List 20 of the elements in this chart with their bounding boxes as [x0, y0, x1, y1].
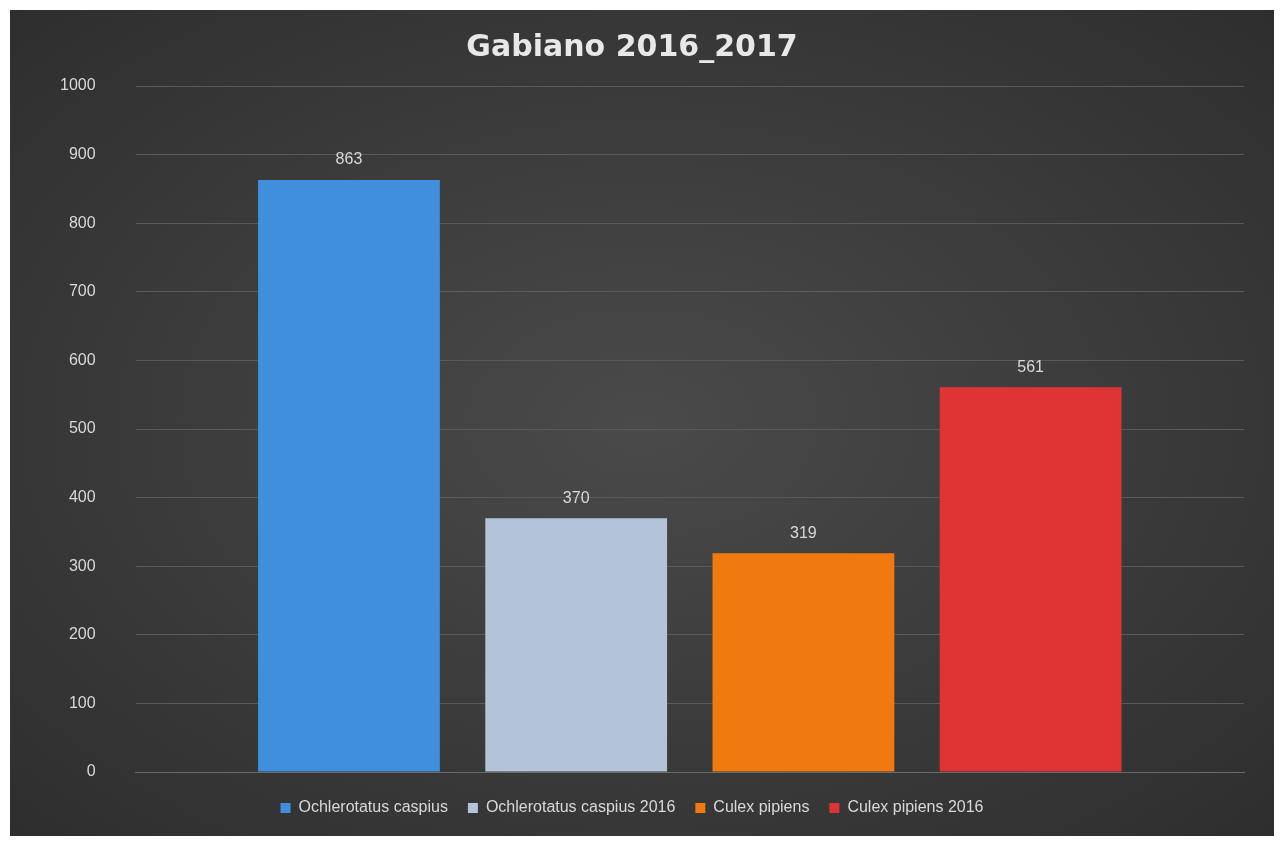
- y-tick-label: 200: [68, 625, 96, 643]
- y-tick-label: 600: [68, 350, 96, 368]
- data-label: 319: [790, 523, 817, 541]
- legend-label: Culex pipiens 2016: [847, 798, 984, 816]
- y-tick-label: 1000: [60, 76, 96, 94]
- y-tick-label: 900: [68, 145, 96, 163]
- data-label: 863: [335, 150, 363, 168]
- y-tick-label: 0: [86, 762, 96, 780]
- y-tick-label: 300: [68, 556, 96, 574]
- y-tick-label: 400: [68, 488, 96, 506]
- y-tick-label: 100: [68, 693, 96, 711]
- y-tick-label: 500: [68, 419, 96, 437]
- legend-label: Culex pipiens: [713, 798, 810, 816]
- chart-title: Gabiano 2016_2017: [466, 27, 798, 63]
- data-label: 561: [1017, 357, 1045, 375]
- legend-label: Ochlerotatus caspius: [298, 798, 448, 816]
- data-label: 370: [562, 488, 590, 506]
- legend-label: Ochlerotatus caspius 2016: [485, 798, 676, 816]
- y-tick-label: 700: [68, 282, 96, 300]
- y-tick-label: 800: [68, 213, 96, 231]
